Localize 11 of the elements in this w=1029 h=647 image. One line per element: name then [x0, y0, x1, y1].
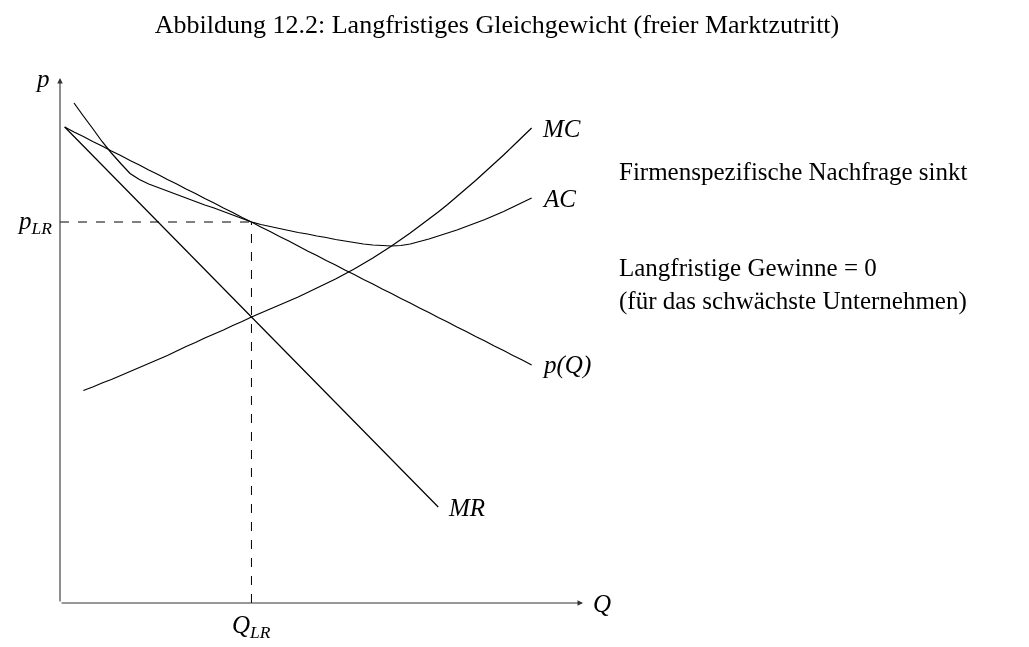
- series-label: MR: [448, 494, 486, 521]
- text: Q$_{LR}$: [232, 611, 271, 643]
- y-axis-title: p: [35, 65, 50, 92]
- ref-line-label: p$_{LR}$: [17, 207, 53, 239]
- chart-title: Abbildung 12.2: Langfristiges Gleichgewicht (freier Marktzutritt): [154, 10, 840, 40]
- text: Firmenspezifische Nachfrage sinkt: [619, 158, 968, 185]
- text: Langfristige Gewinne = 0 (für das schwächste Unternehmen): [619, 254, 967, 315]
- series-label: AC: [542, 185, 577, 212]
- x-axis-title: Q: [593, 590, 612, 617]
- series-label: MC: [542, 115, 581, 142]
- series-label: p(Q): [542, 351, 592, 379]
